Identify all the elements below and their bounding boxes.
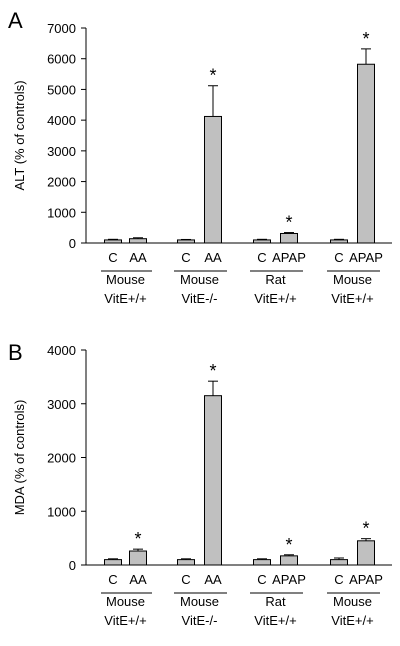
y-axis-label: ALT (% of controls) bbox=[12, 80, 27, 190]
y-tick-label: 1000 bbox=[47, 205, 76, 220]
significance-marker: * bbox=[285, 213, 292, 233]
panel-label: A bbox=[8, 8, 23, 33]
y-tick-label: 5000 bbox=[47, 82, 76, 97]
significance-marker: * bbox=[285, 535, 292, 555]
bar-APAP bbox=[280, 232, 298, 244]
group-species-label: Mouse bbox=[180, 272, 219, 287]
bar-C bbox=[253, 239, 271, 244]
group-species-label: Rat bbox=[265, 272, 286, 287]
bar-C bbox=[177, 239, 195, 244]
bar-C bbox=[104, 239, 122, 244]
category-label: APAP bbox=[272, 572, 306, 587]
chart-panel-A: A 0 1000 2000 3000 4000 5000 6000 7000 ALT (% of … bbox=[8, 8, 392, 306]
y-tick-label: 0 bbox=[69, 236, 76, 251]
y-tick-label: 4000 bbox=[47, 343, 76, 358]
category-label: C bbox=[181, 572, 190, 587]
category-label: C bbox=[257, 572, 266, 587]
bar-APAP bbox=[357, 63, 375, 244]
y-tick-label: 3000 bbox=[47, 397, 76, 412]
group-genotype-label: VitE+/+ bbox=[254, 291, 296, 306]
category-label: AA bbox=[129, 572, 147, 587]
category-label: AA bbox=[204, 572, 222, 587]
y-tick-label: 3000 bbox=[47, 144, 76, 159]
category-label: C bbox=[334, 250, 343, 265]
bar-C bbox=[330, 559, 348, 566]
category-label: AA bbox=[129, 250, 147, 265]
category-label: C bbox=[257, 250, 266, 265]
chart-panel-B: B 0 1000 2000 3000 4000 MDA (% of controls) C * A… bbox=[8, 340, 392, 628]
bar-C bbox=[104, 559, 122, 566]
bar-AA bbox=[204, 395, 222, 566]
group-genotype-label: VitE+/+ bbox=[331, 291, 373, 306]
group-genotype-label: VitE-/- bbox=[182, 291, 218, 306]
y-tick-label: 7000 bbox=[47, 21, 76, 36]
category-label: C bbox=[108, 572, 117, 587]
y-tick-label: 0 bbox=[69, 558, 76, 573]
significance-marker: * bbox=[209, 361, 216, 381]
category-label: APAP bbox=[349, 250, 383, 265]
group-genotype-label: VitE+/+ bbox=[331, 613, 373, 628]
group-species-label: Mouse bbox=[106, 272, 145, 287]
y-tick-label: 2000 bbox=[47, 175, 76, 190]
bar-C bbox=[253, 559, 271, 566]
significance-marker: * bbox=[209, 66, 216, 86]
bar-AA bbox=[129, 550, 147, 566]
y-tick-label: 1000 bbox=[47, 504, 76, 519]
significance-marker: * bbox=[362, 519, 369, 539]
category-label: C bbox=[334, 572, 343, 587]
bar-APAP bbox=[280, 555, 298, 566]
group-genotype-label: VitE-/- bbox=[182, 613, 218, 628]
group-genotype-label: VitE+/+ bbox=[104, 613, 146, 628]
y-tick-label: 6000 bbox=[47, 52, 76, 67]
group-species-label: Mouse bbox=[180, 594, 219, 609]
panel-label: B bbox=[8, 340, 23, 365]
bar-C bbox=[177, 559, 195, 566]
group-species-label: Mouse bbox=[106, 594, 145, 609]
bar-C bbox=[330, 239, 348, 244]
group-genotype-label: VitE+/+ bbox=[254, 613, 296, 628]
category-label: APAP bbox=[272, 250, 306, 265]
category-label: AA bbox=[204, 250, 222, 265]
group-species-label: Mouse bbox=[333, 594, 372, 609]
category-label: APAP bbox=[349, 572, 383, 587]
significance-marker: * bbox=[134, 529, 141, 549]
group-species-label: Rat bbox=[265, 594, 286, 609]
bar-AA bbox=[129, 238, 147, 244]
group-species-label: Mouse bbox=[333, 272, 372, 287]
significance-marker: * bbox=[362, 29, 369, 49]
category-label: C bbox=[108, 250, 117, 265]
y-tick-label: 4000 bbox=[47, 113, 76, 128]
group-genotype-label: VitE+/+ bbox=[104, 291, 146, 306]
bar-AA bbox=[204, 115, 222, 244]
y-tick-label: 2000 bbox=[47, 451, 76, 466]
bar-APAP bbox=[357, 540, 375, 566]
y-axis-label: MDA (% of controls) bbox=[12, 400, 27, 516]
category-label: C bbox=[181, 250, 190, 265]
